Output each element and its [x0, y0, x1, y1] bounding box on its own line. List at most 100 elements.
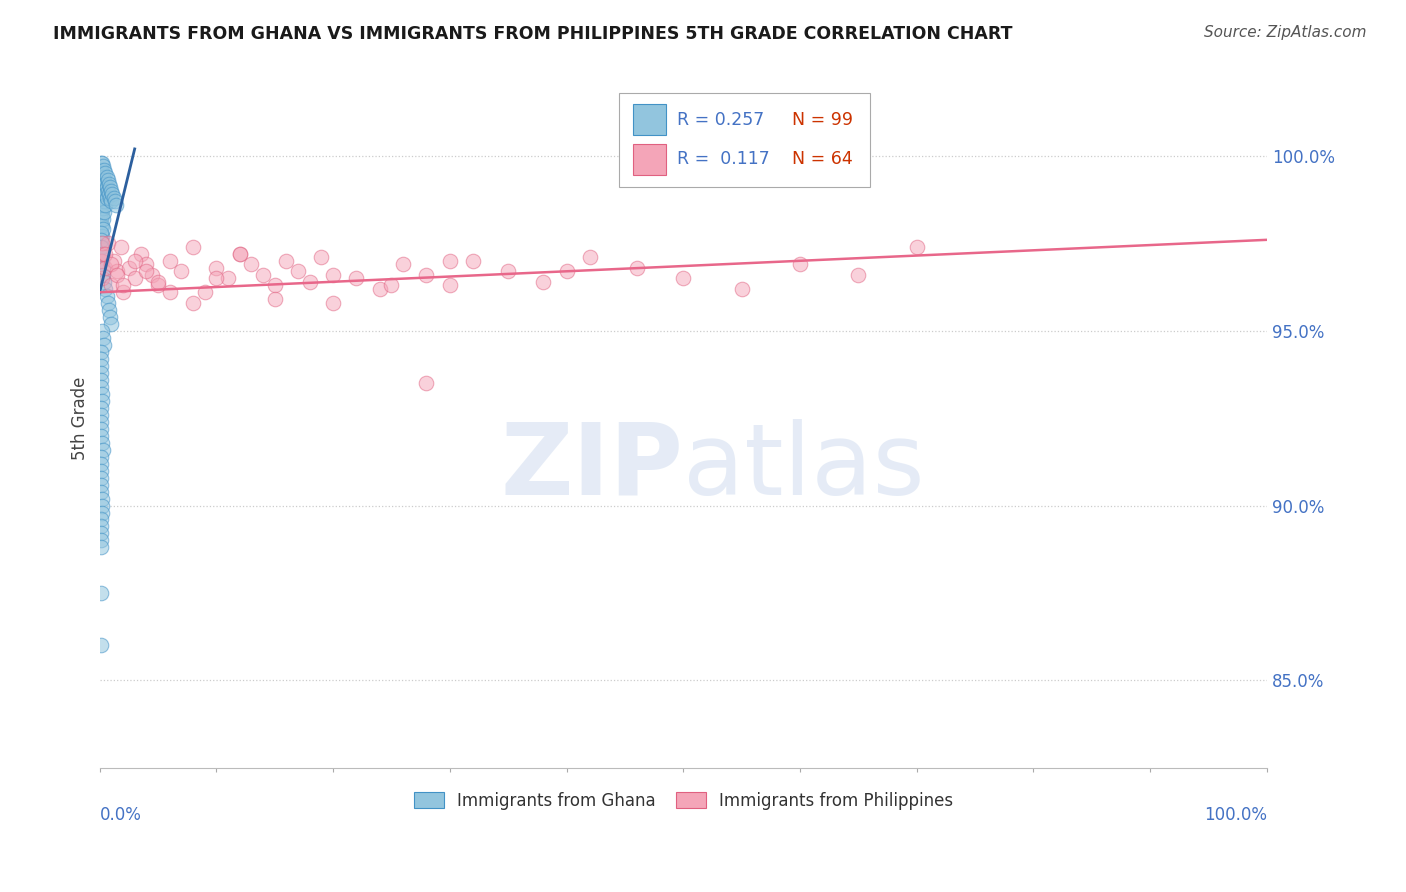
- Point: [94, 198, 117, 212]
- Point: [90, 512, 112, 526]
- Point: [93, 337, 115, 351]
- Point: [181, 295, 204, 310]
- Point: [124, 271, 146, 285]
- Point: [240, 257, 263, 271]
- Point: [90, 226, 112, 240]
- FancyBboxPatch shape: [619, 93, 870, 187]
- Point: [90, 401, 112, 415]
- Point: [90, 421, 112, 435]
- Text: atlas: atlas: [683, 418, 925, 516]
- Legend: Immigrants from Ghana, Immigrants from Philippines: Immigrants from Ghana, Immigrants from P…: [406, 785, 960, 817]
- Point: [97, 295, 120, 310]
- Point: [181, 240, 204, 254]
- Point: [91, 499, 114, 513]
- Point: [91, 222, 114, 236]
- Point: [98, 310, 121, 324]
- Text: N = 99: N = 99: [792, 111, 853, 128]
- Point: [90, 162, 112, 177]
- Point: [90, 366, 112, 380]
- Point: [90, 177, 112, 191]
- Point: [276, 253, 298, 268]
- Point: [463, 253, 485, 268]
- Point: [90, 240, 112, 254]
- Point: [90, 211, 112, 226]
- Point: [97, 173, 120, 187]
- Point: [194, 285, 217, 300]
- Point: [90, 638, 112, 652]
- Point: [100, 194, 122, 209]
- Point: [105, 264, 128, 278]
- FancyBboxPatch shape: [633, 103, 666, 136]
- Point: [91, 240, 114, 254]
- Point: [91, 156, 114, 170]
- Point: [905, 240, 928, 254]
- Point: [205, 260, 228, 275]
- Point: [100, 184, 122, 198]
- Point: [91, 260, 114, 275]
- Point: [311, 250, 333, 264]
- Point: [90, 450, 112, 464]
- Point: [672, 271, 695, 285]
- Point: [93, 184, 115, 198]
- Point: [90, 428, 112, 442]
- Point: [111, 278, 134, 293]
- Point: [496, 264, 519, 278]
- Point: [146, 275, 169, 289]
- Point: [94, 247, 117, 261]
- Point: [90, 464, 112, 478]
- Point: [439, 278, 461, 293]
- Point: [101, 187, 124, 202]
- Point: [90, 156, 112, 170]
- Point: [94, 187, 117, 202]
- Point: [90, 233, 112, 247]
- Point: [415, 376, 437, 391]
- Point: [91, 506, 114, 520]
- Point: [170, 264, 193, 278]
- Point: [91, 169, 114, 184]
- Point: [98, 191, 121, 205]
- Point: [96, 180, 118, 194]
- Point: [229, 247, 252, 261]
- Point: [94, 177, 117, 191]
- Point: [91, 435, 114, 450]
- Point: [98, 177, 121, 191]
- Text: R =  0.117: R = 0.117: [678, 151, 770, 169]
- Point: [91, 229, 114, 244]
- Point: [91, 386, 114, 401]
- Point: [91, 202, 114, 216]
- Point: [159, 253, 181, 268]
- Point: [110, 240, 132, 254]
- Point: [90, 198, 112, 212]
- FancyBboxPatch shape: [633, 144, 666, 175]
- Point: [415, 268, 437, 282]
- Point: [129, 247, 152, 261]
- Point: [91, 324, 114, 338]
- Point: [439, 253, 461, 268]
- Point: [90, 541, 112, 555]
- Point: [100, 278, 122, 293]
- Point: [263, 292, 285, 306]
- Point: [90, 344, 112, 359]
- Text: R = 0.257: R = 0.257: [678, 111, 765, 128]
- Point: [90, 191, 112, 205]
- Point: [94, 260, 117, 275]
- Point: [626, 260, 648, 275]
- Point: [91, 208, 114, 222]
- Point: [90, 379, 112, 393]
- Point: [263, 278, 285, 293]
- Text: 100.0%: 100.0%: [1204, 806, 1267, 824]
- Point: [100, 317, 122, 331]
- Point: [90, 373, 112, 387]
- Point: [103, 253, 125, 268]
- Point: [100, 257, 122, 271]
- Point: [90, 484, 112, 499]
- Point: [90, 526, 112, 541]
- Point: [159, 285, 181, 300]
- Point: [91, 442, 114, 457]
- Point: [322, 268, 344, 282]
- Point: [93, 275, 115, 289]
- Point: [98, 187, 121, 202]
- Point: [96, 169, 118, 184]
- Point: [105, 198, 128, 212]
- Point: [96, 191, 118, 205]
